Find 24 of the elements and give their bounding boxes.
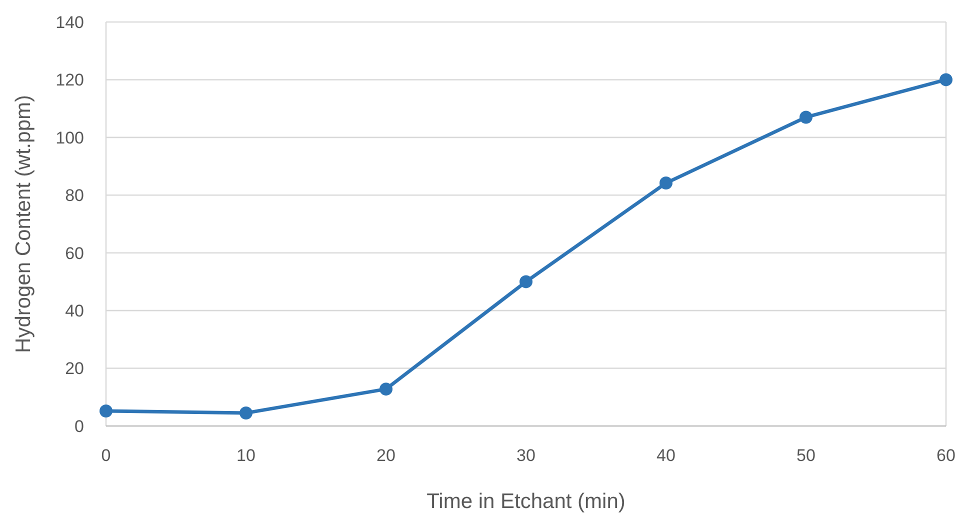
x-tick-label: 50	[796, 446, 816, 465]
y-tick-label: 0	[74, 416, 84, 436]
y-axis-title: Hydrogen Content (wt.ppm)	[12, 95, 35, 353]
point	[520, 275, 532, 288]
y-tick-label: 40	[65, 302, 84, 321]
point	[940, 73, 952, 86]
x-tick-label: 20	[376, 446, 396, 465]
point	[380, 382, 392, 396]
y-tick-label: 140	[56, 12, 84, 32]
point	[660, 176, 672, 190]
point	[240, 406, 252, 420]
x-tick-label: 60	[936, 446, 956, 465]
x-tick-label: 40	[656, 446, 676, 465]
x-tick-label: 10	[236, 446, 256, 465]
y-tick-label: 80	[65, 186, 84, 206]
y-tick-label: 60	[65, 244, 84, 263]
y-tick-label: 100	[56, 128, 84, 148]
y-tick-label: 120	[56, 70, 84, 90]
x-tick-label: 30	[516, 446, 536, 465]
point	[100, 404, 112, 418]
x-tick-label: 0	[101, 446, 111, 465]
point	[800, 110, 812, 124]
x-axis-title: Time in Etchant (min)	[426, 490, 626, 513]
y-tick-label: 20	[65, 359, 84, 378]
